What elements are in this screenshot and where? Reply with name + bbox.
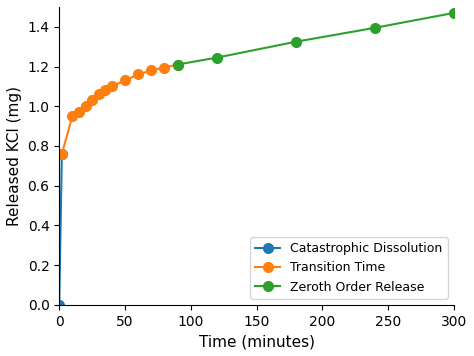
Transition Time bbox=[102, 88, 108, 93]
Catastrophic Dissolution bbox=[59, 152, 64, 156]
Transition Time bbox=[135, 72, 141, 77]
Transition Time bbox=[70, 114, 75, 118]
Y-axis label: Released KCl (mg): Released KCl (mg) bbox=[7, 86, 22, 226]
Transition Time bbox=[175, 62, 181, 67]
Transition Time bbox=[82, 104, 88, 108]
Catastrophic Dissolution bbox=[56, 303, 62, 307]
Line: Transition Time: Transition Time bbox=[57, 60, 182, 159]
Zeroth Order Release bbox=[214, 56, 220, 60]
Transition Time bbox=[76, 110, 82, 114]
X-axis label: Time (minutes): Time (minutes) bbox=[199, 334, 315, 349]
Transition Time bbox=[96, 92, 101, 96]
Line: Catastrophic Dissolution: Catastrophic Dissolution bbox=[55, 149, 67, 310]
Zeroth Order Release bbox=[372, 26, 378, 30]
Zeroth Order Release bbox=[451, 11, 457, 15]
Transition Time bbox=[122, 78, 128, 83]
Line: Zeroth Order Release: Zeroth Order Release bbox=[173, 8, 459, 69]
Transition Time bbox=[148, 68, 154, 73]
Transition Time bbox=[59, 152, 64, 156]
Transition Time bbox=[89, 98, 95, 103]
Legend: Catastrophic Dissolution, Transition Time, Zeroth Order Release: Catastrophic Dissolution, Transition Tim… bbox=[250, 237, 447, 299]
Zeroth Order Release bbox=[175, 62, 181, 67]
Zeroth Order Release bbox=[293, 40, 299, 44]
Transition Time bbox=[109, 84, 115, 89]
Transition Time bbox=[162, 66, 167, 70]
